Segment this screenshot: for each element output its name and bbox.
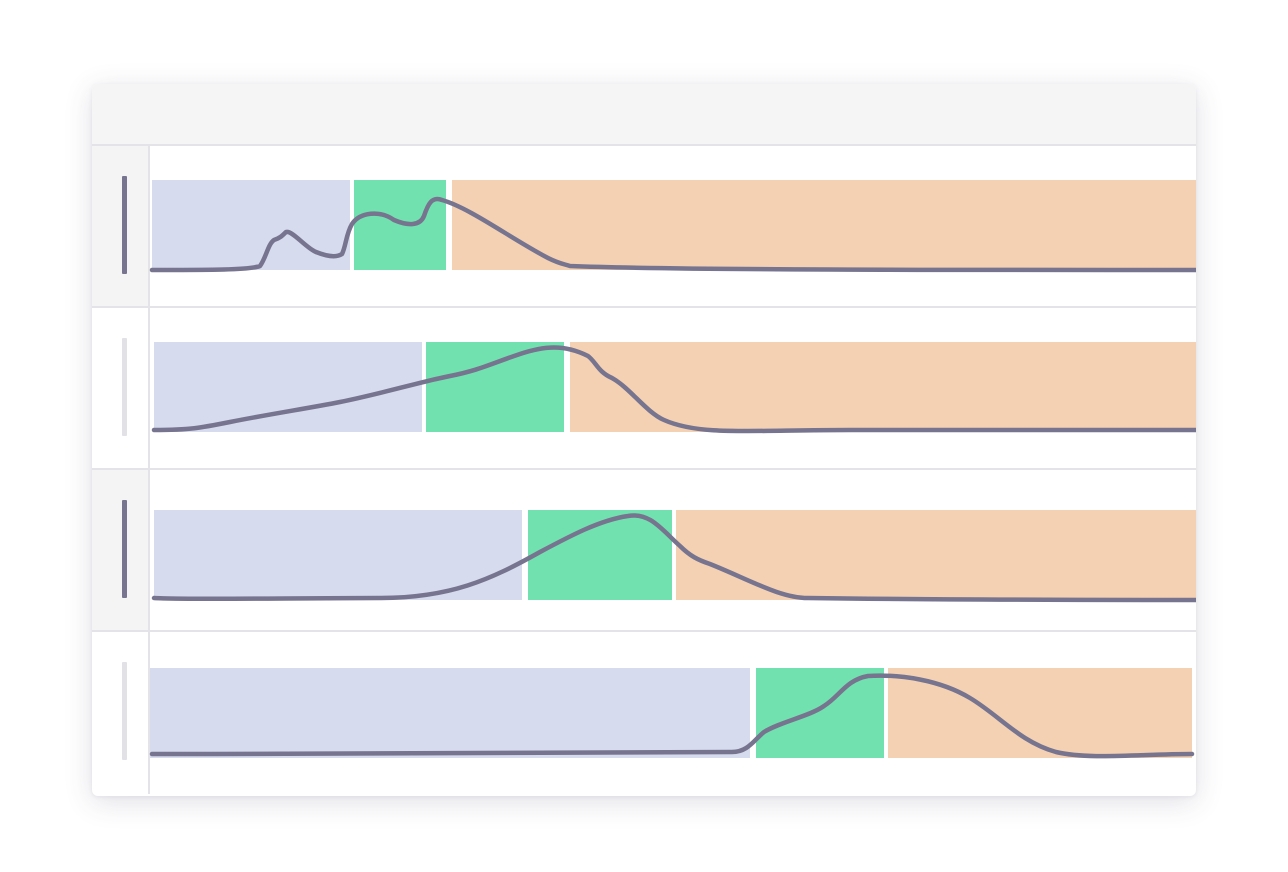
track-chart[interactable] bbox=[149, 632, 1196, 792]
track-row[interactable] bbox=[92, 632, 1196, 794]
response-curve bbox=[151, 345, 1196, 434]
row-indicator bbox=[122, 662, 127, 760]
segment-a[interactable] bbox=[154, 510, 522, 600]
segment-a[interactable] bbox=[152, 180, 350, 270]
row-gutter bbox=[92, 632, 150, 794]
track-row[interactable] bbox=[92, 308, 1196, 470]
row-gutter bbox=[92, 470, 150, 630]
segment-a[interactable] bbox=[154, 342, 422, 432]
segment-b[interactable] bbox=[354, 180, 446, 270]
row-indicator bbox=[122, 500, 127, 598]
track-chart[interactable] bbox=[150, 308, 1196, 468]
segment-c[interactable] bbox=[452, 180, 1196, 270]
segment-a[interactable] bbox=[150, 668, 750, 758]
segment-c[interactable] bbox=[570, 342, 1196, 432]
response-curve bbox=[149, 673, 1195, 759]
row-indicator bbox=[122, 176, 127, 274]
row-gutter bbox=[92, 308, 150, 468]
response-curve bbox=[151, 513, 1196, 603]
row-indicator bbox=[122, 338, 127, 436]
row-gutter bbox=[92, 146, 150, 306]
panel-header bbox=[92, 84, 1196, 146]
response-curve bbox=[149, 196, 1196, 273]
segment-b[interactable] bbox=[426, 342, 564, 432]
track-row[interactable] bbox=[92, 470, 1196, 632]
segment-b[interactable] bbox=[756, 668, 884, 758]
segment-c[interactable] bbox=[676, 510, 1196, 600]
track-chart[interactable] bbox=[149, 146, 1196, 306]
timeline-panel bbox=[92, 84, 1196, 796]
track-row[interactable] bbox=[92, 146, 1196, 308]
track-chart[interactable] bbox=[150, 470, 1196, 630]
